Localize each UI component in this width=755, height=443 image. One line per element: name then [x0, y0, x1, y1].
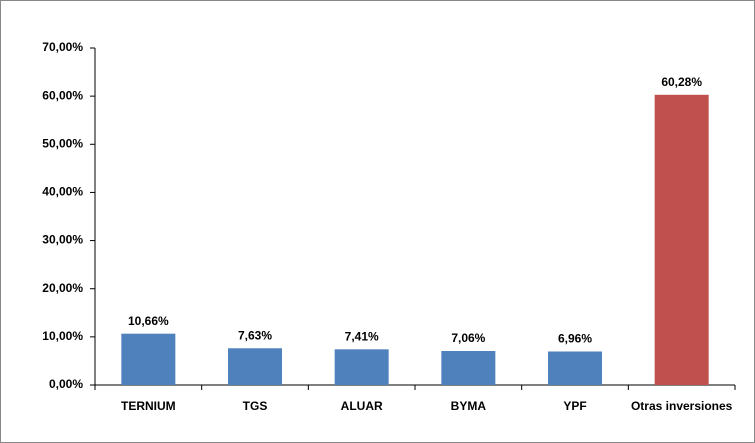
- data-label: 6,96%: [558, 332, 592, 346]
- bar: [441, 351, 496, 385]
- x-tick-label: Otras inversiones: [631, 399, 733, 413]
- data-label: 7,63%: [238, 328, 272, 342]
- x-tick-label: ALUAR: [341, 399, 383, 413]
- bar: [654, 94, 709, 385]
- bar: [548, 351, 602, 385]
- x-tick-label: BYMA: [451, 399, 487, 413]
- y-tick-label: 70,00%: [42, 40, 83, 54]
- data-label: 60,28%: [661, 75, 702, 89]
- data-label: 7,41%: [345, 329, 379, 343]
- y-tick-label: 50,00%: [42, 136, 83, 150]
- data-label: 10,66%: [128, 314, 169, 328]
- y-tick-label: 40,00%: [42, 185, 83, 199]
- y-tick-label: 10,00%: [42, 329, 83, 343]
- data-label: 7,06%: [451, 331, 485, 345]
- bar: [228, 348, 282, 385]
- y-tick-label: 0,00%: [49, 377, 83, 391]
- y-tick-label: 60,00%: [42, 88, 83, 102]
- x-tick-label: YPF: [563, 399, 586, 413]
- bar: [334, 349, 389, 385]
- y-tick-label: 20,00%: [42, 281, 83, 295]
- x-tick-label: TGS: [243, 399, 268, 413]
- bar: [121, 333, 176, 385]
- y-tick-label: 30,00%: [42, 233, 83, 247]
- x-tick-label: TERNIUM: [121, 399, 176, 413]
